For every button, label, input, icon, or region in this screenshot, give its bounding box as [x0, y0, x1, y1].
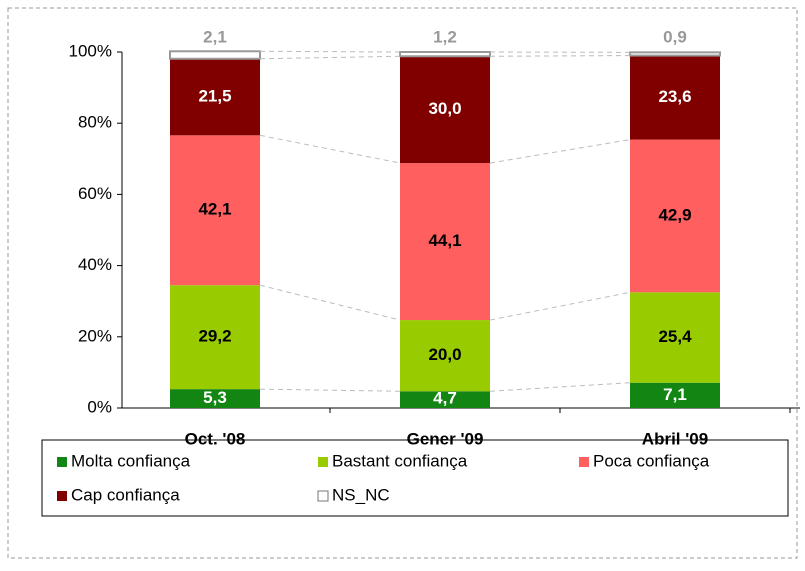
data-label: 1,2 [433, 27, 457, 46]
legend-label: NS_NC [332, 485, 390, 504]
y-tick-label: 60% [78, 184, 112, 203]
data-label: 42,9 [658, 205, 691, 224]
legend-label: Cap confiança [71, 485, 180, 504]
x-tick-label: Gener '09 [407, 429, 484, 448]
data-label: 0,9 [663, 27, 687, 46]
legend-label: Molta confiança [71, 451, 191, 470]
legend-swatch [318, 491, 328, 501]
data-label: 23,6 [658, 87, 691, 106]
y-tick-label: 0% [87, 397, 112, 416]
series-line [490, 140, 630, 163]
y-tick-label: 40% [78, 255, 112, 274]
legend-swatch [57, 457, 67, 467]
y-tick-label: 20% [78, 326, 112, 345]
data-label: 5,3 [203, 388, 227, 407]
data-label: 7,1 [663, 385, 687, 404]
legend-label: Bastant confiança [332, 451, 468, 470]
y-tick-label: 100% [69, 41, 112, 60]
x-tick-label: Abril '09 [642, 429, 708, 448]
bar-segment [400, 52, 490, 56]
data-label: 44,1 [428, 231, 461, 250]
data-label: 4,7 [433, 388, 457, 407]
series-line [490, 383, 630, 392]
series-line [260, 56, 400, 58]
data-label: 21,5 [198, 87, 231, 106]
legend-swatch [579, 457, 589, 467]
data-label: 42,1 [198, 200, 231, 219]
series-line [490, 292, 630, 320]
legend-swatch [57, 491, 67, 501]
data-label: 29,2 [198, 327, 231, 346]
series-line [260, 285, 400, 320]
legend-swatch [318, 457, 328, 467]
data-label: 25,4 [658, 327, 692, 346]
data-label: 2,1 [203, 27, 227, 46]
series-line [260, 51, 400, 52]
bar-segment [170, 51, 260, 58]
series-line [260, 135, 400, 163]
y-tick-label: 80% [78, 113, 112, 132]
x-tick-label: Oct. '08 [185, 429, 246, 448]
bar-segment [630, 52, 720, 55]
legend-label: Poca confiança [593, 451, 710, 470]
series-line [260, 389, 400, 391]
series-line [490, 56, 630, 57]
data-label: 20,0 [428, 345, 461, 364]
data-label: 30,0 [428, 99, 461, 118]
